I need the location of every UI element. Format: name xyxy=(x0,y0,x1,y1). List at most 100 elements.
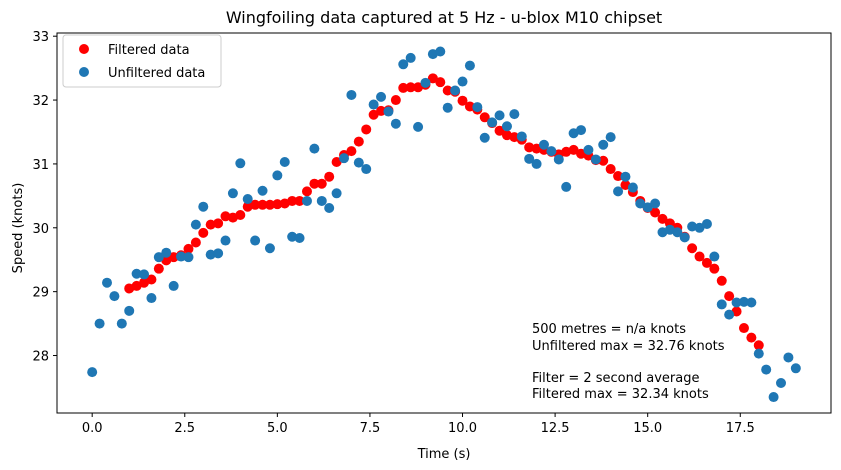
y-tick-label: 31 xyxy=(32,158,49,173)
plot-frame xyxy=(56,32,832,414)
unfiltered-point-32 xyxy=(324,202,335,213)
filtered-point-18 xyxy=(257,199,268,210)
filtered-point-22 xyxy=(287,195,298,206)
filtered-point-28 xyxy=(331,157,342,168)
filtered-point-77 xyxy=(694,251,705,262)
filtered-point-20 xyxy=(272,199,283,210)
filtered-point-3 xyxy=(146,274,157,285)
filtered-point-33 xyxy=(368,109,379,120)
x-axis-ticks: 0.0 2.5 5.0 7.5 10.0 12.5 15.0 17.5 xyxy=(82,413,755,436)
unfiltered-point-90 xyxy=(753,348,764,359)
unfiltered-point-80 xyxy=(679,232,690,243)
filtered-point-41 xyxy=(427,73,438,84)
unfiltered-point-72 xyxy=(620,171,631,182)
filtered-point-42 xyxy=(435,77,446,88)
filtered-point-27 xyxy=(324,171,335,182)
filtered-point-76 xyxy=(687,243,698,254)
filtered-point-4 xyxy=(153,263,164,274)
annotation-filtered-max: Filtered max = 32.34 knots xyxy=(532,387,709,402)
filtered-point-11 xyxy=(205,219,216,230)
x-tick-label: 10.0 xyxy=(448,421,477,436)
unfiltered-point-40 xyxy=(383,106,394,117)
unfiltered-point-14 xyxy=(190,219,201,230)
filtered-point-37 xyxy=(398,82,409,93)
filtered-point-71 xyxy=(650,207,661,218)
filtered-point-81 xyxy=(724,291,735,302)
unfiltered-point-62 xyxy=(546,146,557,157)
unfiltered-point-64 xyxy=(561,181,572,192)
legend-label-unfiltered: Unfiltered data xyxy=(108,66,205,81)
x-tick-label: 5.0 xyxy=(267,421,288,436)
unfiltered-point-31 xyxy=(316,195,327,206)
unfiltered-point-48 xyxy=(442,102,453,113)
x-tick-label: 0.0 xyxy=(82,421,103,436)
unfiltered-point-59 xyxy=(524,153,535,164)
unfiltered-point-41 xyxy=(390,118,401,129)
filtered-point-23 xyxy=(294,195,305,206)
unfiltered-point-24 xyxy=(264,243,275,254)
filtered-point-36 xyxy=(390,95,401,106)
filtered-point-19 xyxy=(264,199,275,210)
unfiltered-point-68 xyxy=(590,154,601,165)
x-tick-label: 17.5 xyxy=(726,421,755,436)
unfiltered-point-44 xyxy=(413,121,424,132)
filtered-point-84 xyxy=(746,332,757,343)
y-tick-label: 29 xyxy=(32,286,49,301)
unfiltered-point-58 xyxy=(516,131,527,142)
filtered-point-85 xyxy=(753,340,764,351)
filtered-point-38 xyxy=(405,82,416,93)
unfiltered-point-60 xyxy=(531,158,542,169)
filtered-point-54 xyxy=(524,142,535,153)
unfiltered-point-75 xyxy=(642,202,653,213)
unfiltered-point-81 xyxy=(687,221,698,232)
unfiltered-point-79 xyxy=(672,227,683,238)
unfiltered-point-66 xyxy=(576,125,587,136)
legend: Filtered data Unfiltered data xyxy=(62,34,222,88)
unfiltered-point-49 xyxy=(450,85,461,96)
unfiltered-point-29 xyxy=(301,195,312,206)
filtered-point-66 xyxy=(613,171,624,182)
unfiltered-point-61 xyxy=(538,139,549,150)
unfiltered-point-56 xyxy=(501,121,512,132)
y-axis-ticks: 28 29 30 31 32 33 xyxy=(32,30,57,365)
x-tick-label: 12.5 xyxy=(541,421,570,436)
filtered-point-13 xyxy=(220,211,231,222)
filtered-point-10 xyxy=(198,227,209,238)
unfiltered-point-38 xyxy=(368,99,379,110)
unfiltered-point-35 xyxy=(346,89,357,100)
filtered-point-26 xyxy=(316,178,327,189)
unfiltered-point-47 xyxy=(435,46,446,57)
filtered-point-45 xyxy=(457,95,468,106)
x-tick-label: 7.5 xyxy=(360,421,381,436)
filtered-point-78 xyxy=(701,257,712,268)
unfiltered-point-0 xyxy=(87,367,98,378)
chart-title: Wingfoiling data captured at 5 Hz - u-bl… xyxy=(226,8,662,27)
unfiltered-point-33 xyxy=(331,188,342,199)
annotations: 500 metres = n/a knots Unfiltered max = … xyxy=(532,322,725,402)
unfiltered-point-36 xyxy=(353,157,364,168)
unfiltered-point-25 xyxy=(272,170,283,181)
unfiltered-point-27 xyxy=(287,231,298,242)
unfiltered-point-51 xyxy=(464,60,475,71)
unfiltered-point-83 xyxy=(701,218,712,229)
unfiltered-point-26 xyxy=(279,157,290,168)
filtered-point-8 xyxy=(183,243,194,254)
unfiltered-point-28 xyxy=(294,233,305,244)
unfiltered-point-93 xyxy=(776,377,786,388)
filtered-point-25 xyxy=(309,178,320,189)
unfiltered-point-45 xyxy=(420,77,431,88)
unfiltered-point-52 xyxy=(472,102,483,113)
plot-area xyxy=(87,46,801,403)
filtered-point-65 xyxy=(605,164,616,175)
unfiltered-point-70 xyxy=(605,132,616,143)
filtered-point-31 xyxy=(353,136,364,147)
filtered-point-72 xyxy=(657,213,668,224)
unfiltered-point-86 xyxy=(724,309,735,320)
annotation-unfiltered-max: Unfiltered max = 32.76 knots xyxy=(532,339,725,354)
unfiltered-point-87 xyxy=(731,297,742,308)
unfiltered-point-2 xyxy=(102,277,112,288)
unfiltered-point-39 xyxy=(376,91,387,102)
filtered-point-80 xyxy=(716,275,727,286)
unfiltered-point-67 xyxy=(583,144,594,155)
